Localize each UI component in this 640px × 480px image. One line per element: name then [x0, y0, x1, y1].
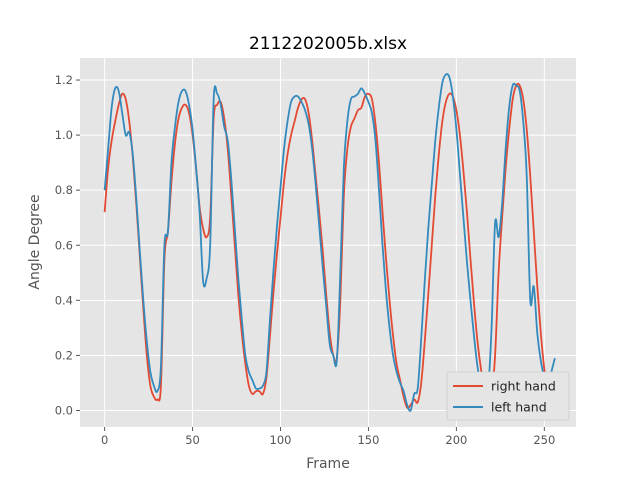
y-tick-label: 0.4	[55, 293, 73, 307]
y-tick-label: 0.0	[55, 403, 73, 417]
y-tick-label: 1.0	[55, 128, 73, 142]
y-tick-label: 0.8	[55, 183, 73, 197]
series-line-right-hand	[103, 82, 556, 409]
x-tick-label: 200	[445, 433, 467, 447]
y-tick-label: 0.6	[55, 238, 73, 252]
x-tick-label: 250	[533, 433, 555, 447]
axis-ticks: 0 50 100 150 200 250 0.0 0.2 0.4 0.6 0.8 1.0 1.2	[55, 73, 556, 447]
legend: right hand left hand	[446, 371, 570, 421]
x-axis-label: Frame	[306, 456, 350, 472]
legend-label-right-hand: right hand	[491, 379, 556, 394]
y-axis-label: Angle Degree	[27, 194, 43, 289]
chart-title: 2112202005b.xlsx	[249, 34, 407, 54]
x-tick-label: 50	[185, 433, 200, 447]
x-tick-label: 150	[357, 433, 379, 447]
x-tick-label: 100	[270, 433, 292, 447]
legend-label-left-hand: left hand	[491, 400, 547, 415]
x-tick-label: 0	[101, 433, 108, 447]
y-tick-label: 0.2	[55, 348, 73, 362]
y-tick-label: 1.2	[55, 73, 73, 87]
